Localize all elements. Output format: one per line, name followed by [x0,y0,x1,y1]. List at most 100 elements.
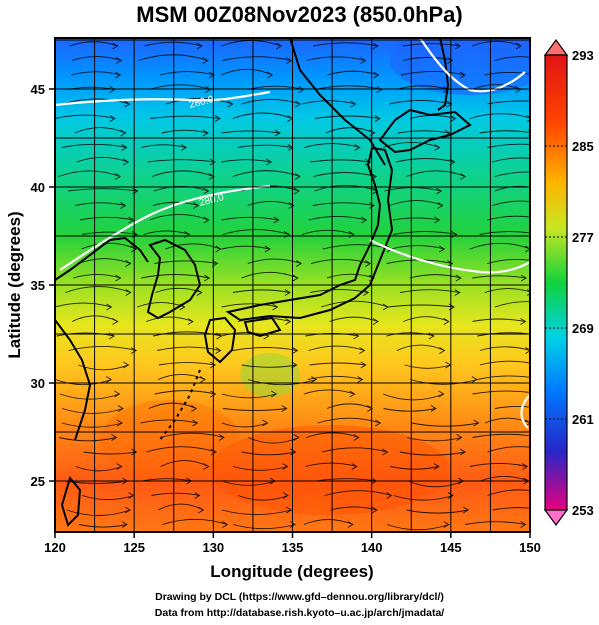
contour-small-east [520,394,530,429]
streamline [403,56,453,61]
streamline-arrowhead [124,506,131,514]
streamline-arrowhead [434,144,441,151]
streamline [140,419,198,424]
streamline-arrowhead [295,260,303,267]
streamline [247,200,294,206]
streamline [151,492,200,496]
streamline-arrowhead [124,100,131,108]
colorbar-tick-label: 261 [572,412,594,427]
streamline-arrowhead [208,71,215,79]
streamline [471,84,521,90]
streamline [312,202,375,206]
streamline-arrowhead [522,463,529,470]
streamline [487,489,530,496]
streamline [159,432,225,438]
streamline [477,375,530,380]
streamline-arrowhead [109,86,116,93]
streamline [154,260,218,264]
streamline-arrowhead [288,202,295,209]
streamline [393,495,454,501]
streamline-arrowhead [293,187,300,195]
streamline-arrowhead [130,245,138,253]
streamline-arrowhead [444,129,451,137]
y-axis-title: Latitude (degrees) [5,211,24,358]
streamline [247,379,317,386]
streamline [397,130,450,134]
streamline [389,200,443,206]
y-tick-label: 30 [31,376,45,391]
streamline [400,70,466,76]
streamline [69,41,118,47]
streamline-arrowhead [460,173,467,180]
streamline [494,171,530,177]
streamline-arrowhead [451,231,458,238]
streamline-arrowhead [292,274,299,282]
streamline-arrowhead [180,144,187,151]
streamline [78,524,128,528]
streamline [389,99,452,105]
page-title: MSM 00Z08Nov2023 (850.0hPa) [136,2,463,27]
streamline [305,462,357,467]
streamline-arrowhead [282,463,289,470]
streamline-arrowhead [370,173,377,180]
streamline [221,332,269,337]
streamline-arrowhead [363,289,370,296]
streamline-arrowhead [115,57,123,64]
streamline-arrowhead [359,347,366,354]
streamline-arrowhead [286,506,293,514]
streamline [232,170,301,177]
streamline [308,345,365,351]
streamline [157,503,204,511]
streamline [396,158,455,163]
x-tick-label: 135 [282,540,304,555]
streamline-arrowhead [353,434,360,441]
streamline [241,271,299,279]
streamline [61,422,123,428]
streamline-arrowhead [128,492,135,499]
streamline-arrowhead [212,260,219,267]
streamline-arrowhead [354,144,361,151]
colorbar-tick-label: 285 [572,139,594,154]
streamline-arrowhead [293,434,300,441]
streamline [147,159,215,163]
streamline [402,43,461,47]
streamline [471,40,522,47]
streamline-arrowhead [295,100,302,108]
streamline-arrowhead [357,376,364,383]
hokkaido [378,108,472,154]
streamline [65,480,128,484]
streamline-arrowhead [125,289,132,296]
streamline-arrowhead [106,303,113,311]
colorbar-tick-label: 277 [572,230,594,245]
streamline-arrowhead [437,202,444,209]
streamline-arrowhead [350,100,357,108]
streamline [399,289,460,293]
streamline-arrowhead [286,57,293,64]
streamline [222,229,290,235]
y-axis: 25 30 35 40 45 [31,82,55,489]
streamline [71,71,121,76]
streamline-arrowhead [515,42,522,50]
streamline-arrowhead [208,173,215,180]
streamline-arrowhead [525,347,530,354]
streamline-arrowhead [348,231,355,238]
streamline [309,362,366,366]
streamline [71,56,122,61]
streamline [383,408,436,412]
colorbar-bottom-arrow [543,509,569,527]
streamline [237,495,289,501]
streamline-arrowhead [114,173,122,180]
streamline [237,317,291,322]
shikoku [243,316,282,338]
streamline-arrowhead [447,492,454,499]
streamline [387,304,455,308]
streamline-arrowhead [117,405,124,412]
x-tick-label: 125 [123,540,145,555]
streamline-arrowhead [209,158,216,166]
streamline-arrowhead [281,405,288,412]
streamline-arrowhead [196,42,203,50]
streamline [78,258,131,264]
streamline-arrowhead [538,333,543,339]
streamline [221,509,292,515]
